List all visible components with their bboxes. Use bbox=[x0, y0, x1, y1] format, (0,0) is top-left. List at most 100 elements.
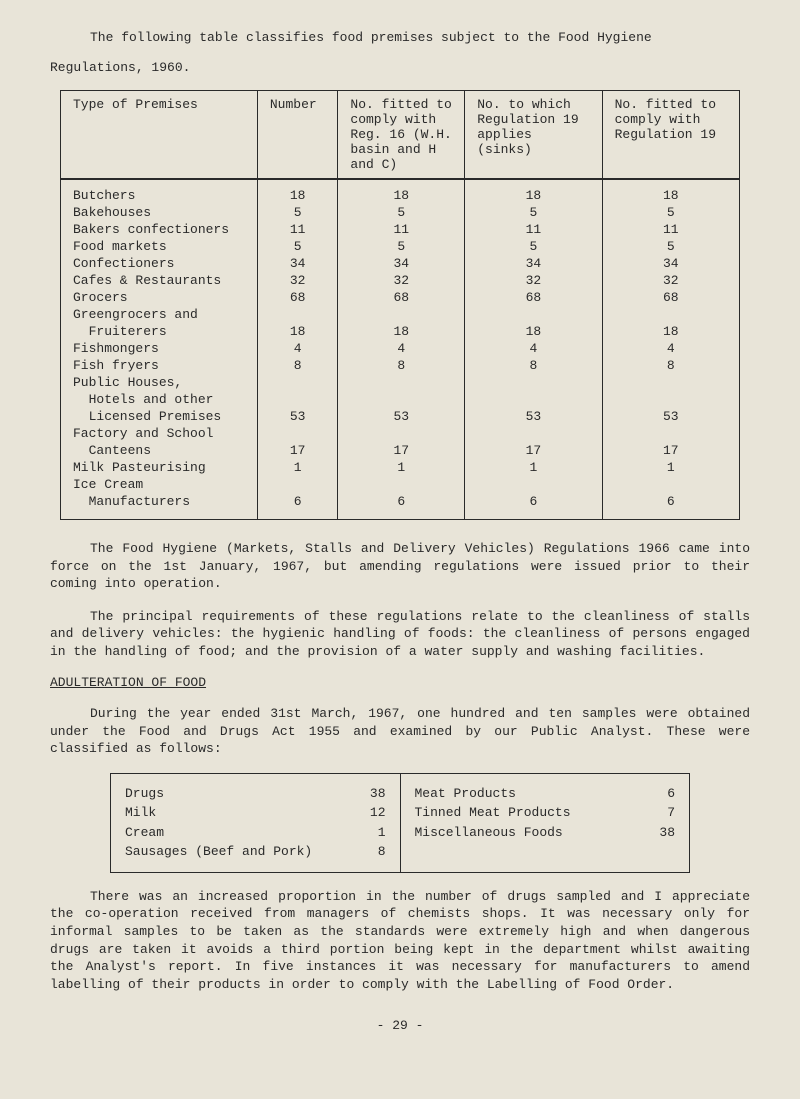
sample-row: Miscellaneous Foods 38 bbox=[415, 823, 676, 843]
cell-value: 11 bbox=[465, 221, 602, 238]
cell-value: 1 bbox=[257, 459, 338, 476]
cell-value bbox=[338, 476, 465, 493]
cell-value: 68 bbox=[465, 289, 602, 306]
header-reg19applies: No. to which Regulation 19 applies (sink… bbox=[465, 91, 602, 180]
table-row: Hotels and other bbox=[61, 391, 740, 408]
sample-label: Miscellaneous Foods bbox=[415, 823, 563, 843]
cell-type: Manufacturers bbox=[61, 493, 258, 520]
header-type: Type of Premises bbox=[61, 91, 258, 180]
cell-value bbox=[602, 476, 739, 493]
cell-value: 17 bbox=[257, 442, 338, 459]
cell-type: Factory and School bbox=[61, 425, 258, 442]
sample-value: 7 bbox=[667, 803, 675, 823]
table-row: Licensed Premises53535353 bbox=[61, 408, 740, 425]
cell-type: Bakers confectioners bbox=[61, 221, 258, 238]
cell-type: Ice Cream bbox=[61, 476, 258, 493]
samples-right-cell: Meat Products6Tinned Meat Products7Misce… bbox=[400, 773, 690, 872]
cell-value: 68 bbox=[257, 289, 338, 306]
cell-value bbox=[257, 476, 338, 493]
cell-value: 34 bbox=[257, 255, 338, 272]
samples-table: Drugs38Milk12Cream1Sausages (Beef and Po… bbox=[110, 773, 690, 873]
sample-row: Sausages (Beef and Pork) 8 bbox=[125, 842, 386, 862]
cell-type: Canteens bbox=[61, 442, 258, 459]
cell-value: 8 bbox=[602, 357, 739, 374]
cell-value bbox=[338, 391, 465, 408]
cell-type: Bakehouses bbox=[61, 204, 258, 221]
sample-row: Meat Products6 bbox=[415, 784, 676, 804]
cell-value: 34 bbox=[602, 255, 739, 272]
sample-row: Drugs38 bbox=[125, 784, 386, 804]
cell-value: 1 bbox=[338, 459, 465, 476]
table-row: Confectioners34343434 bbox=[61, 255, 740, 272]
cell-value: 8 bbox=[338, 357, 465, 374]
cell-value bbox=[465, 391, 602, 408]
premises-table: Type of Premises Number No. fitted to co… bbox=[60, 90, 740, 520]
cell-type: Public Houses, bbox=[61, 374, 258, 391]
table-row: Bakehouses5555 bbox=[61, 204, 740, 221]
table-row: Factory and School bbox=[61, 425, 740, 442]
cell-value: 5 bbox=[338, 238, 465, 255]
paragraph-requirements: The principal requirements of these regu… bbox=[50, 608, 750, 661]
sample-row: Cream1 bbox=[125, 823, 386, 843]
cell-value bbox=[257, 391, 338, 408]
sample-value: 8 bbox=[378, 842, 386, 862]
cell-value: 5 bbox=[257, 204, 338, 221]
cell-value bbox=[602, 306, 739, 323]
cell-value bbox=[465, 306, 602, 323]
cell-type: Confectioners bbox=[61, 255, 258, 272]
cell-value: 11 bbox=[338, 221, 465, 238]
cell-value bbox=[465, 374, 602, 391]
sample-label: Milk bbox=[125, 803, 156, 823]
cell-value: 68 bbox=[602, 289, 739, 306]
cell-value: 1 bbox=[602, 459, 739, 476]
header-fitted16: No. fitted to comply with Reg. 16 (W.H. … bbox=[338, 91, 465, 180]
cell-type: Greengrocers and bbox=[61, 306, 258, 323]
cell-value: 18 bbox=[257, 179, 338, 204]
sample-label: Tinned Meat Products bbox=[415, 803, 571, 823]
cell-type: Cafes & Restaurants bbox=[61, 272, 258, 289]
table-row: Fish fryers8888 bbox=[61, 357, 740, 374]
cell-value: 4 bbox=[257, 340, 338, 357]
cell-type: Hotels and other bbox=[61, 391, 258, 408]
table-row: Fishmongers4444 bbox=[61, 340, 740, 357]
sample-value: 38 bbox=[370, 784, 386, 804]
cell-value: 18 bbox=[465, 179, 602, 204]
cell-value bbox=[257, 306, 338, 323]
table-row: Public Houses, bbox=[61, 374, 740, 391]
cell-value bbox=[465, 425, 602, 442]
intro-line1: The following table classifies food prem… bbox=[50, 30, 750, 45]
page-number: - 29 - bbox=[50, 1018, 750, 1033]
cell-value: 53 bbox=[338, 408, 465, 425]
cell-value bbox=[465, 476, 602, 493]
sample-label: Meat Products bbox=[415, 784, 516, 804]
samples-left-cell: Drugs38Milk12Cream1Sausages (Beef and Po… bbox=[111, 773, 401, 872]
cell-value: 6 bbox=[338, 493, 465, 520]
section-header-adulteration: ADULTERATION OF FOOD bbox=[50, 675, 750, 690]
cell-value bbox=[338, 306, 465, 323]
sample-value: 38 bbox=[659, 823, 675, 843]
sample-label: Sausages (Beef and Pork) bbox=[125, 842, 312, 862]
cell-value: 5 bbox=[257, 238, 338, 255]
cell-value: 11 bbox=[257, 221, 338, 238]
cell-type: Food markets bbox=[61, 238, 258, 255]
cell-value bbox=[602, 374, 739, 391]
table-row: Milk Pasteurising1111 bbox=[61, 459, 740, 476]
cell-value bbox=[602, 391, 739, 408]
cell-value: 5 bbox=[602, 238, 739, 255]
cell-value: 32 bbox=[257, 272, 338, 289]
cell-value: 18 bbox=[338, 323, 465, 340]
cell-value: 4 bbox=[338, 340, 465, 357]
cell-value: 5 bbox=[465, 238, 602, 255]
table-row: Grocers68686868 bbox=[61, 289, 740, 306]
paragraph-drugs-sampled: There was an increased proportion in the… bbox=[50, 888, 750, 993]
cell-value bbox=[602, 425, 739, 442]
cell-type: Licensed Premises bbox=[61, 408, 258, 425]
cell-type: Fish fryers bbox=[61, 357, 258, 374]
cell-value: 6 bbox=[602, 493, 739, 520]
cell-value: 53 bbox=[602, 408, 739, 425]
cell-value: 32 bbox=[465, 272, 602, 289]
paragraph-regulations1966: The Food Hygiene (Markets, Stalls and De… bbox=[50, 540, 750, 593]
sample-row: Milk12 bbox=[125, 803, 386, 823]
cell-value bbox=[257, 374, 338, 391]
cell-type: Fruiterers bbox=[61, 323, 258, 340]
